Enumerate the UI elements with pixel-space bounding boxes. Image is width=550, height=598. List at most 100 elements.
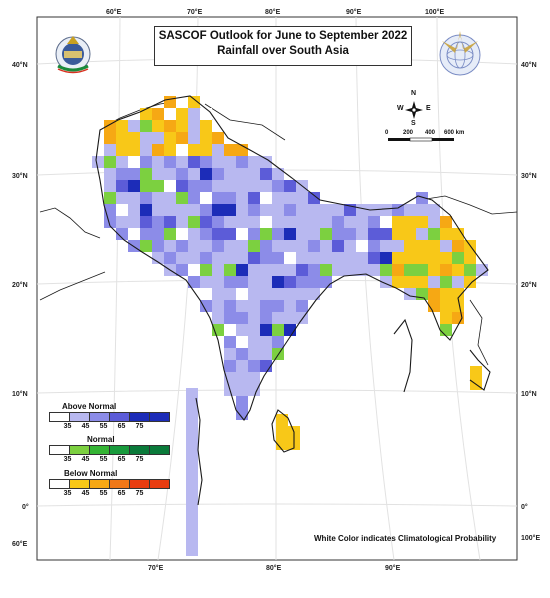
legend-below-label: 75 [135, 490, 144, 497]
grid-cell [464, 276, 476, 288]
grid-cell [416, 240, 428, 252]
grid-cell [320, 252, 332, 264]
grid-cell [260, 348, 272, 360]
grid-cell [272, 312, 284, 324]
grid-cell [248, 384, 260, 396]
grid-cell [440, 228, 452, 240]
grid-cell [200, 108, 212, 120]
grid-cell [92, 144, 104, 156]
grid-cell [164, 108, 176, 120]
legend-normal-label: 35 [63, 456, 72, 463]
grid-cell [236, 240, 248, 252]
grid-cell [236, 168, 248, 180]
grid-cell [164, 216, 176, 228]
grid-cell [224, 300, 236, 312]
legend-below-swatch-6 [149, 479, 170, 489]
grid-cell [116, 228, 128, 240]
grid-cell [308, 204, 320, 216]
grid-cell [176, 204, 188, 216]
grid-cell [224, 144, 236, 156]
tick-top-80e: 80°E [265, 8, 281, 16]
legend-normal-label: 45 [81, 456, 90, 463]
grid-cell [260, 204, 272, 216]
grid-cell [392, 228, 404, 240]
grid-cell [200, 192, 212, 204]
grid-cell [440, 240, 452, 252]
grid-cell [212, 120, 224, 132]
tick-left-30n: 30°N [12, 172, 28, 180]
legend-below-swatch-4 [109, 479, 130, 489]
grid-cell [260, 264, 272, 276]
grid-cell [236, 192, 248, 204]
compass-n-label: N [411, 90, 417, 97]
legend-normal-label: 75 [135, 456, 144, 463]
grid-cell [152, 156, 164, 168]
legend-normal-swatch-1 [49, 445, 70, 455]
grid-cell [152, 228, 164, 240]
grid-cell [248, 312, 260, 324]
legend-below-title: Below Normal [64, 469, 118, 478]
tick-top-60e: 60°E [106, 8, 122, 16]
grid-cell [176, 228, 188, 240]
grid-cell [152, 204, 164, 216]
grid-cell [248, 300, 260, 312]
grid-cell [260, 324, 272, 336]
legend-normal-label: 65 [117, 456, 126, 463]
grid-cell [104, 156, 116, 168]
grid-cell [248, 240, 260, 252]
grid-cell [140, 240, 152, 252]
grid-cell [296, 228, 308, 240]
grid-cell [356, 204, 368, 216]
grid-cell [104, 144, 116, 156]
grid-cell [164, 156, 176, 168]
legend-above-swatch-4 [109, 412, 130, 422]
grid-cell [308, 252, 320, 264]
grid-cell [164, 96, 176, 108]
compass-rose-icon [405, 101, 423, 119]
imd-emblem-logo [55, 36, 91, 74]
grid-cell [296, 252, 308, 264]
left-ticks: 40°N 30°N 20°N 10°N 0° 60°E [12, 61, 29, 548]
grid-cell [344, 240, 356, 252]
grid-cell [176, 108, 188, 120]
coastlines [39, 99, 518, 366]
grid-cell [404, 288, 416, 300]
grid-cell [416, 228, 428, 240]
grid-cell [116, 204, 128, 216]
grid-cell [320, 216, 332, 228]
grid-cell [392, 204, 404, 216]
legend-above-labels: 35 45 55 65 75 [58, 423, 148, 430]
grid-cell [248, 192, 260, 204]
grid-cell [332, 240, 344, 252]
grid-cell [236, 384, 248, 396]
scale-label-200: 200 [403, 130, 414, 136]
grid-cell [276, 414, 288, 426]
grid-cell [272, 168, 284, 180]
grid-cell [116, 192, 128, 204]
compass-s-label: S [411, 120, 416, 127]
legend-above-swatches [49, 412, 170, 422]
grid-cell [164, 204, 176, 216]
grid-cell [188, 108, 200, 120]
grid-cell [224, 312, 236, 324]
grid-cell [356, 264, 368, 276]
grid-cell [176, 120, 188, 132]
tick-bottom-90e: 90°E [385, 564, 401, 572]
legend-normal-title: Normal [87, 435, 115, 444]
grid-cell [248, 360, 260, 372]
grid-cell [152, 132, 164, 144]
grid-cell [128, 240, 140, 252]
grid-cell [440, 312, 452, 324]
probability-cells [92, 96, 488, 556]
grid-cell [260, 192, 272, 204]
grid-cell [176, 240, 188, 252]
grid-cell [272, 276, 284, 288]
grid-cell [272, 264, 284, 276]
grid-cell [176, 180, 188, 192]
grid-cell [164, 192, 176, 204]
title-line-1: SASCOF Outlook for June to September 202… [158, 30, 408, 42]
grid-cell [356, 228, 368, 240]
grid-cell [260, 240, 272, 252]
grid-cell [188, 192, 200, 204]
grid-cell [416, 204, 428, 216]
